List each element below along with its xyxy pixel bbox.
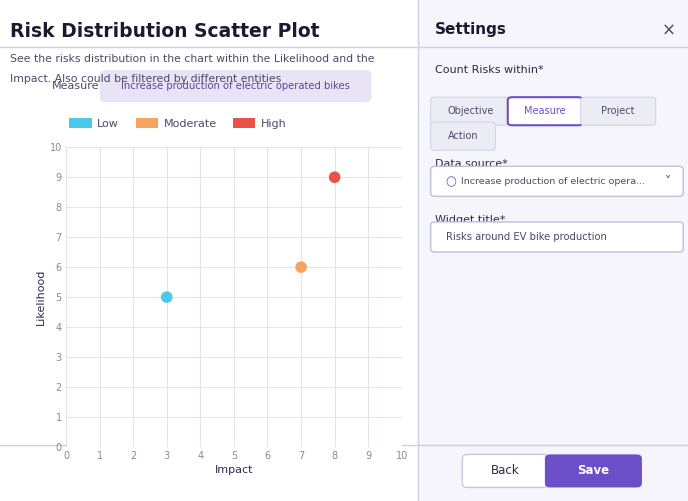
- Text: Increase production of electric opera...: Increase production of electric opera...: [461, 177, 645, 186]
- Legend: Low, Moderate, High: Low, Moderate, High: [65, 114, 291, 133]
- FancyBboxPatch shape: [508, 97, 583, 125]
- Text: ×: ×: [662, 22, 676, 40]
- Text: Widget title*: Widget title*: [435, 215, 505, 225]
- Text: Increase production of electric operated bikes: Increase production of electric operated…: [121, 81, 350, 91]
- FancyBboxPatch shape: [431, 122, 495, 150]
- Text: Back: Back: [491, 464, 520, 477]
- Text: Risks around EV bike production: Risks around EV bike production: [446, 232, 607, 242]
- Text: Count Risks within*: Count Risks within*: [435, 65, 544, 75]
- Text: Data source*: Data source*: [435, 159, 508, 169]
- Text: Save: Save: [577, 464, 610, 477]
- X-axis label: Impact: Impact: [215, 465, 253, 475]
- FancyBboxPatch shape: [462, 454, 549, 487]
- Text: ○: ○: [446, 175, 457, 188]
- Y-axis label: Likelihood: Likelihood: [36, 269, 45, 325]
- FancyBboxPatch shape: [0, 0, 418, 501]
- Text: ˅: ˅: [665, 175, 671, 188]
- FancyBboxPatch shape: [418, 0, 688, 501]
- Text: Impact. Also could be filtered by different entities: Impact. Also could be filtered by differ…: [10, 74, 281, 84]
- Point: [296, 263, 307, 271]
- FancyBboxPatch shape: [431, 166, 683, 196]
- Text: Settings: Settings: [435, 22, 506, 37]
- Text: See the risks distribution in the chart within the Likelihood and the: See the risks distribution in the chart …: [10, 54, 374, 64]
- Point: [329, 173, 340, 181]
- Text: Risk Distribution Scatter Plot: Risk Distribution Scatter Plot: [10, 22, 319, 41]
- Text: Action: Action: [448, 131, 478, 141]
- FancyBboxPatch shape: [431, 97, 510, 125]
- Text: Measure: Measure: [524, 106, 566, 116]
- FancyBboxPatch shape: [545, 454, 642, 487]
- FancyBboxPatch shape: [431, 222, 683, 252]
- Point: [161, 293, 172, 301]
- Text: Project: Project: [601, 106, 635, 116]
- FancyBboxPatch shape: [581, 97, 656, 125]
- Text: Measure: Measure: [52, 81, 99, 91]
- Text: Objective: Objective: [447, 106, 493, 116]
- FancyBboxPatch shape: [100, 70, 372, 102]
